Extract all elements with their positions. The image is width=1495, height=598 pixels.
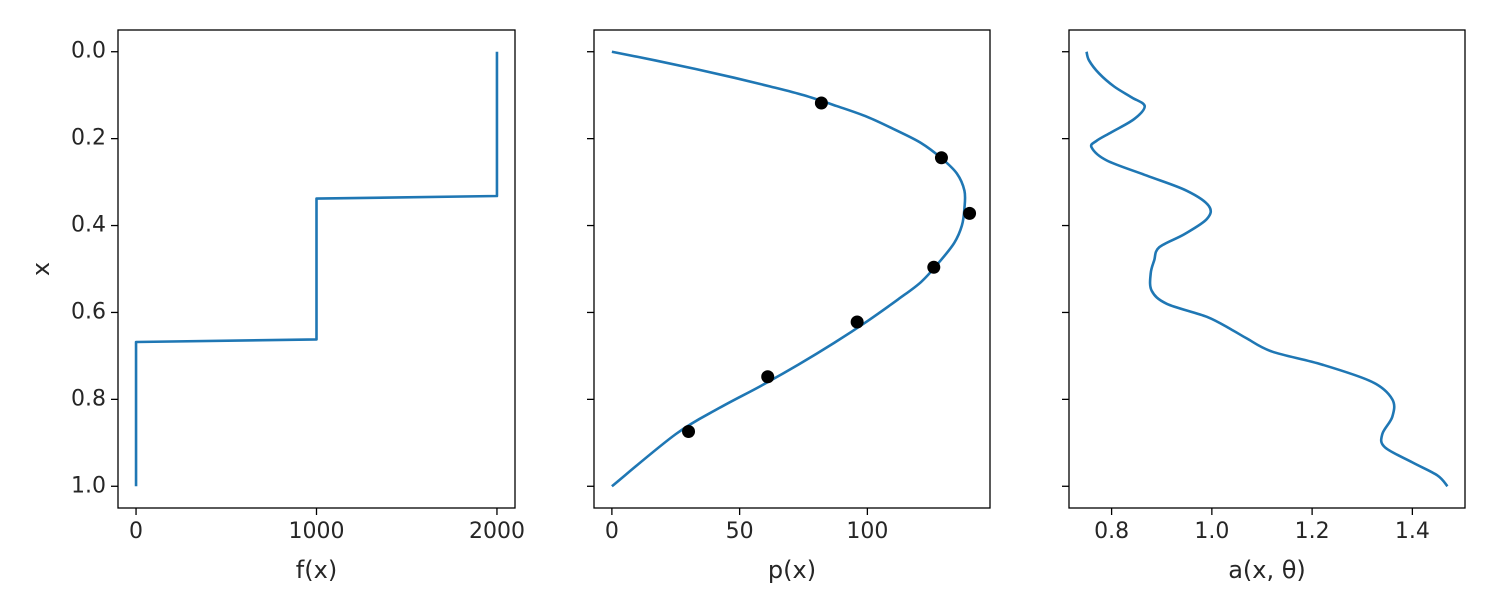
- x-tick-label: 1.2: [1295, 519, 1330, 544]
- plot-frame: [593, 29, 991, 509]
- x-tick-label: 2000: [469, 519, 525, 544]
- x-tick-label: 1000: [289, 519, 345, 544]
- data-point: [850, 315, 864, 329]
- subplot-p: 0 50 100 p(x): [587, 29, 991, 584]
- data-point: [927, 260, 941, 274]
- y-tick-label: 0.6: [71, 299, 106, 324]
- data-point: [934, 151, 948, 165]
- data-point: [682, 425, 696, 439]
- y-tick-label: 0.4: [71, 213, 106, 238]
- x-tick-label: 1.4: [1395, 519, 1430, 544]
- data-point: [963, 206, 977, 220]
- x-axis-label: f(x): [296, 556, 337, 584]
- x-axis-label: p(x): [768, 556, 816, 584]
- subplot-a: 0.8 1.0 1.2 1.4 a(x, θ): [1062, 29, 1466, 584]
- x-tick-label: 100: [846, 519, 888, 544]
- series-line: [1085, 51, 1449, 488]
- x-tick-label: 1.0: [1194, 519, 1229, 544]
- x-tick-label: 0: [605, 519, 619, 544]
- plot-frame: [1068, 29, 1466, 509]
- x-tick-label: 0.8: [1094, 519, 1129, 544]
- y-tick-label: 0.0: [71, 39, 106, 64]
- data-point: [761, 370, 775, 384]
- y-tick-label: 0.2: [71, 126, 106, 151]
- y-tick-label: 0.8: [71, 386, 106, 411]
- subplot-f: 0.0 0.2 0.4 0.6 0.8 1.0 0 1000 2000 f(x): [71, 29, 525, 584]
- x-axis-label: a(x, θ): [1228, 556, 1306, 584]
- data-point: [814, 96, 828, 110]
- x-tick-label: 0: [129, 519, 143, 544]
- x-tick-label: 50: [726, 519, 754, 544]
- series-line: [134, 51, 499, 487]
- y-axis-label: x: [27, 262, 55, 276]
- y-tick-label: 1.0: [71, 473, 106, 498]
- series-line: [611, 50, 967, 488]
